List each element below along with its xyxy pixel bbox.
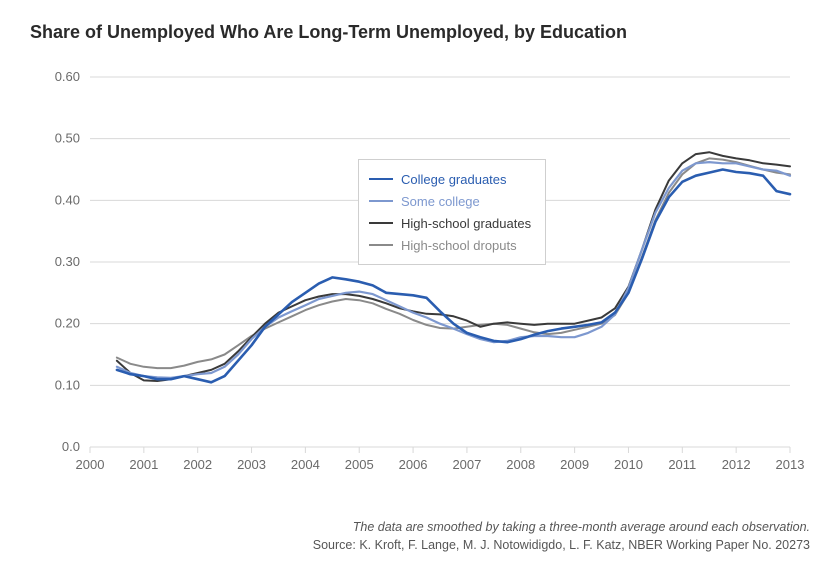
x-tick-label: 2001	[129, 457, 158, 472]
chart-legend: College graduates Some college High-school…	[358, 159, 546, 265]
legend-item: College graduates	[369, 168, 531, 190]
x-tick-label: 2011	[668, 457, 696, 472]
legend-label: College graduates	[401, 172, 507, 187]
legend-swatch	[369, 244, 393, 246]
x-tick-label: 2013	[776, 457, 805, 472]
y-tick-label: 0.30	[55, 254, 80, 269]
y-tick-label: 0.60	[55, 69, 80, 84]
y-tick-label: 0.50	[55, 131, 80, 146]
x-tick-label: 2002	[183, 457, 212, 472]
legend-item: Some college	[369, 190, 531, 212]
legend-item: High-school graduates	[369, 212, 531, 234]
chart-container: Share of Unemployed Who Are Long-Term Un…	[0, 0, 840, 582]
x-tick-label: 2012	[722, 457, 751, 472]
footnote-italic: The data are smoothed by taking a three-…	[313, 518, 810, 536]
y-tick-label: 0.10	[55, 377, 80, 392]
chart-footnote: The data are smoothed by taking a three-…	[313, 518, 810, 554]
legend-item: High-school droputs	[369, 234, 531, 256]
chart-plot-area: 0.0 0.10 0.20 0.30 0.40 0.50 0.60 2000 2001 2002 2…	[30, 67, 810, 487]
x-tick-label: 2007	[452, 457, 481, 472]
x-tick-label: 2010	[614, 457, 643, 472]
y-tick-label: 0.20	[55, 316, 80, 331]
x-tick-label: 2004	[291, 457, 320, 472]
chart-svg: 0.0 0.10 0.20 0.30 0.40 0.50 0.60 2000 2001 2002 2…	[30, 67, 810, 487]
legend-swatch	[369, 178, 393, 180]
x-tick-label: 2000	[76, 457, 105, 472]
x-tick-label: 2008	[506, 457, 535, 472]
x-tick-label: 2003	[237, 457, 266, 472]
y-tick-label: 0.40	[55, 192, 80, 207]
legend-label: Some college	[401, 194, 480, 209]
footnote-source: Source: K. Kroft, F. Lange, M. J. Notowi…	[313, 536, 810, 554]
chart-title: Share of Unemployed Who Are Long-Term Un…	[30, 22, 810, 43]
legend-swatch	[369, 200, 393, 202]
y-tick-label: 0.0	[62, 439, 80, 454]
legend-swatch	[369, 222, 393, 224]
x-tick-label: 2005	[345, 457, 374, 472]
legend-label: High-school droputs	[401, 238, 517, 253]
legend-label: High-school graduates	[401, 216, 531, 231]
x-tick-label: 2006	[399, 457, 428, 472]
x-tick-label: 2009	[560, 457, 589, 472]
